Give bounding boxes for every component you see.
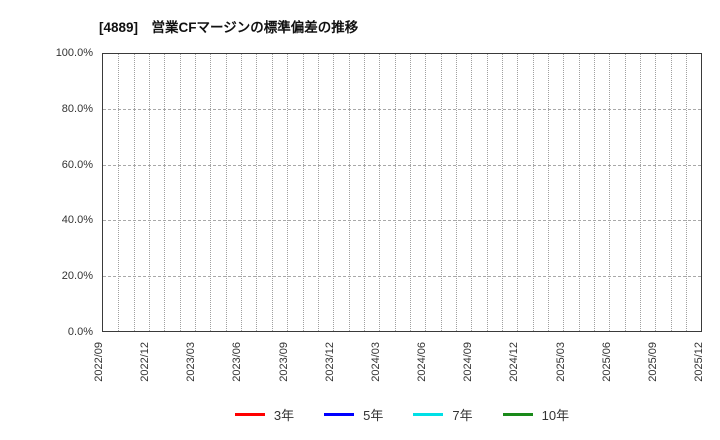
x-gridline xyxy=(686,54,688,331)
y-gridline xyxy=(103,164,701,166)
x-gridline xyxy=(609,54,611,331)
x-gridline xyxy=(348,54,350,331)
x-gridline xyxy=(118,54,120,331)
x-gridline xyxy=(379,54,381,331)
x-gridline xyxy=(532,54,534,331)
y-axis-tick-label: 0.0% xyxy=(67,326,93,338)
legend-item-10年: 10年 xyxy=(502,405,570,424)
x-gridline xyxy=(256,54,258,331)
y-axis-tick-label: 60.0% xyxy=(61,158,93,171)
x-gridline xyxy=(164,54,166,331)
legend-item-7年: 7年 xyxy=(413,405,473,424)
legend-label: 10年 xyxy=(541,408,570,423)
x-gridline xyxy=(271,54,273,331)
legend: 3年 5年 7年 10年 xyxy=(102,405,702,424)
x-gridline xyxy=(302,54,304,331)
x-gridline xyxy=(655,54,657,331)
x-gridline xyxy=(471,54,473,331)
x-gridline xyxy=(241,54,243,331)
x-gridline xyxy=(179,54,181,331)
legend-item-3年: 3年 xyxy=(234,405,295,424)
y-axis-tick-label: 40.0% xyxy=(61,214,93,227)
x-gridline xyxy=(409,54,411,331)
x-gridline xyxy=(594,54,596,331)
y-axis-tick-label: 80.0% xyxy=(61,102,93,115)
x-gridline xyxy=(210,54,212,331)
y-gridline xyxy=(103,276,701,278)
x-gridline xyxy=(363,54,365,331)
x-gridline xyxy=(440,54,442,331)
y-gridline xyxy=(103,220,701,222)
x-gridline xyxy=(133,54,135,331)
plot-area xyxy=(102,53,702,332)
legend-line-swatch xyxy=(413,413,444,416)
legend-label: 5年 xyxy=(363,408,384,423)
x-gridline xyxy=(578,54,580,331)
x-gridline xyxy=(425,54,427,331)
x-gridline xyxy=(563,54,565,331)
legend-line-swatch xyxy=(502,413,533,416)
legend-item-5年: 5年 xyxy=(324,405,383,424)
x-gridline xyxy=(517,54,519,331)
legend-line-swatch xyxy=(324,413,355,416)
x-gridline xyxy=(670,54,672,331)
x-gridline xyxy=(225,54,227,331)
y-axis-tick-label: 100.0% xyxy=(55,47,93,59)
legend-label: 3年 xyxy=(273,408,295,423)
x-gridline xyxy=(624,54,626,331)
x-gridline xyxy=(548,54,550,331)
x-gridline xyxy=(149,54,151,331)
x-gridline xyxy=(317,54,319,331)
x-gridline xyxy=(333,54,335,331)
y-gridline xyxy=(103,108,701,110)
chart-title: [4889] 営業CFマージンの標準偏差の推移 xyxy=(99,20,359,35)
x-gridline xyxy=(394,54,396,331)
x-gridline xyxy=(455,54,457,331)
x-gridline xyxy=(502,54,503,331)
x-gridline xyxy=(486,54,488,331)
x-gridline xyxy=(287,54,289,331)
legend-label: 7年 xyxy=(452,408,473,423)
legend-line-swatch xyxy=(234,413,265,416)
y-axis-tick-label: 20.0% xyxy=(61,270,93,283)
x-gridline xyxy=(640,54,642,331)
x-gridline xyxy=(195,54,197,331)
